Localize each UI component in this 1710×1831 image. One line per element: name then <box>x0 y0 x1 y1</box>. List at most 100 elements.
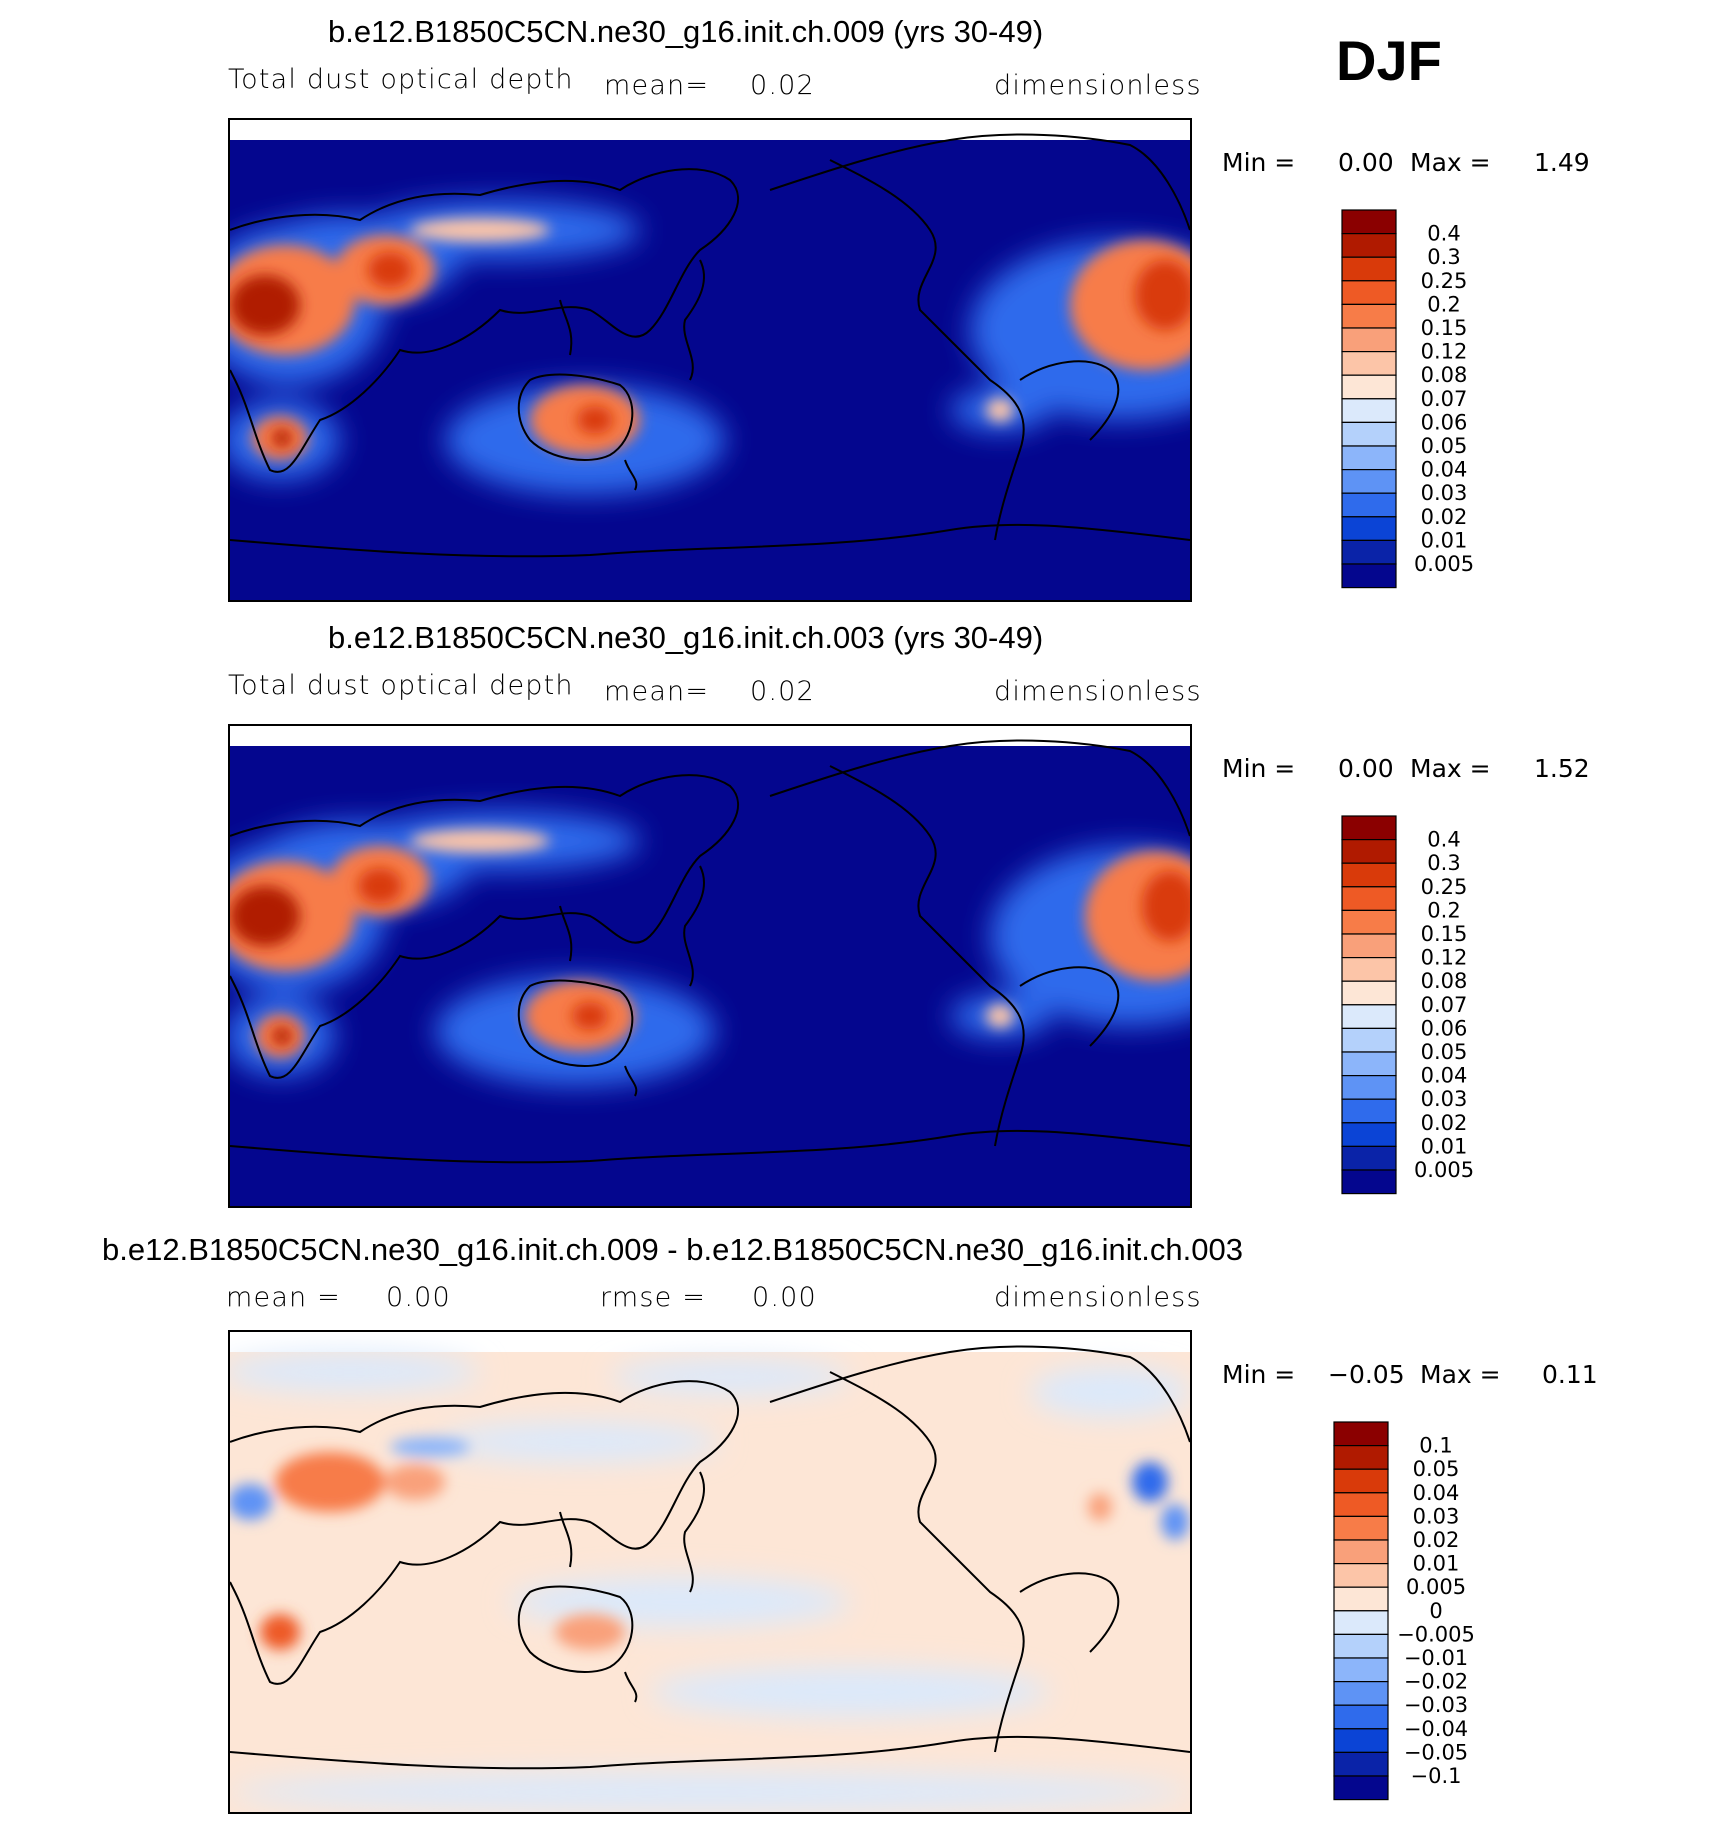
colorbar-tick-label: 0.25 <box>1421 269 1468 293</box>
colorbar-swatch <box>1341 815 1397 841</box>
panel-3-min-label: Min = <box>1222 1360 1296 1389</box>
panel-1-min-value: 0.00 <box>1338 148 1394 177</box>
colorbar-swatch <box>1341 1075 1397 1100</box>
colorbar-swatch <box>1333 1421 1389 1447</box>
colorbar-tick-label: 0.12 <box>1421 946 1468 970</box>
colorbar-tick-label: 0.03 <box>1413 1504 1460 1528</box>
panel-3-mean-value: 0.00 <box>386 1282 451 1313</box>
colorbar-swatch <box>1341 256 1397 282</box>
colorbar-tick-label: 0.04 <box>1421 1064 1468 1088</box>
panel-3-min-value: −0.05 <box>1328 1360 1405 1389</box>
difference-field <box>230 1352 1190 1812</box>
colorbar-swatch <box>1341 1004 1397 1030</box>
colorbar-tick-label: −0.05 <box>1404 1740 1468 1764</box>
panel-2-min-value: 0.00 <box>1338 754 1394 783</box>
colorbar-tick-label: −0.04 <box>1404 1717 1468 1741</box>
colorbar-tick-label: −0.02 <box>1404 1670 1468 1694</box>
panel-2-mean-label: mean= <box>604 676 710 707</box>
colorbar-tick-label: 0.4 <box>1427 222 1460 246</box>
colorbar-swatch <box>1341 1169 1397 1195</box>
colorbar-swatch <box>1333 1657 1389 1683</box>
colorbar-tick-label: 0.06 <box>1421 1016 1468 1040</box>
panel-1-mean-label: mean= <box>604 70 710 101</box>
colorbar-swatch <box>1333 1633 1389 1659</box>
season-label: DJF <box>1336 29 1442 92</box>
colorbar-swatch <box>1333 1515 1389 1541</box>
colorbar-swatch <box>1341 980 1397 1006</box>
colorbar-tick-label: 0.005 <box>1414 1158 1474 1182</box>
panel-1-colorbar: 0.4 0.3 0.25 0.2 0.15 0.12 0.08 0.07 0.06 0.05 0.0… <box>1341 209 1542 590</box>
colorbar-tick-label: 0.01 <box>1413 1552 1460 1576</box>
colorbar-swatch <box>1341 492 1397 518</box>
colorbar-tick-label: 0.03 <box>1421 1087 1468 1111</box>
panel-3-rmse-value: 0.00 <box>752 1282 817 1313</box>
panel-2-max-label: Max = <box>1410 754 1491 783</box>
colorbar-swatch <box>1341 233 1397 258</box>
colorbar-tick-label: 0.3 <box>1427 245 1460 269</box>
colorbar-swatch <box>1341 1145 1397 1171</box>
colorbar-tick-label: 0 <box>1429 1599 1442 1623</box>
panel-3-rmse-label: rmse = <box>600 1282 707 1313</box>
panel-3-units: dimensionless <box>994 1282 1202 1313</box>
panel-1-map <box>228 118 1192 602</box>
colorbar-swatch <box>1333 1610 1389 1636</box>
colorbar-tick-label: −0.03 <box>1404 1693 1468 1717</box>
colorbar-swatch <box>1341 886 1397 912</box>
colorbar-tick-label: 0.15 <box>1421 922 1468 946</box>
colorbar-swatch <box>1341 303 1397 329</box>
panel-2-mean-value: 0.02 <box>750 676 815 707</box>
colorbar-swatch <box>1341 957 1397 982</box>
panel-1-mean-value: 0.02 <box>750 70 815 101</box>
colorbar-tick-label: 0.05 <box>1421 1040 1468 1064</box>
colorbar-tick-label: 0.005 <box>1414 552 1474 576</box>
colorbar-tick-label: 0.04 <box>1413 1481 1460 1505</box>
colorbar-tick-label: 0.01 <box>1421 1134 1468 1158</box>
colorbar-tick-label: 0.02 <box>1421 505 1468 529</box>
panel-2-units: dimensionless <box>994 676 1202 707</box>
colorbar-swatch <box>1333 1728 1389 1753</box>
colorbar-tick-label: 0.06 <box>1421 410 1468 434</box>
panel-1-max-label: Max = <box>1410 148 1491 177</box>
colorbar-swatch <box>1341 421 1397 447</box>
panel-1-variable: Total dust optical depth <box>228 64 574 95</box>
colorbar-tick-label: 0.25 <box>1421 875 1468 899</box>
colorbar-swatch <box>1333 1704 1389 1730</box>
colorbar-swatch <box>1341 516 1397 541</box>
colorbar-swatch <box>1341 327 1397 353</box>
coastlines <box>230 739 1190 1164</box>
colorbar-swatch <box>1341 839 1397 864</box>
colorbar-swatch <box>1341 862 1397 888</box>
panel-2-min-label: Min = <box>1222 754 1296 783</box>
colorbar-tick-label: 0.005 <box>1406 1575 1466 1599</box>
panel-2-variable: Total dust optical depth <box>228 670 574 701</box>
colorbar-tick-label: 0.2 <box>1427 898 1460 922</box>
coastlines <box>230 133 1190 558</box>
colorbar-swatch <box>1333 1539 1389 1565</box>
panel-1-max-value: 1.49 <box>1534 148 1590 177</box>
panel-2-max-value: 1.52 <box>1534 754 1590 783</box>
colorbar-swatch <box>1333 1492 1389 1518</box>
colorbar-tick-label: 0.02 <box>1421 1111 1468 1135</box>
colorbar-swatch <box>1333 1681 1389 1706</box>
colorbar-swatch <box>1341 563 1397 589</box>
colorbar-tick-label: −0.005 <box>1397 1622 1475 1646</box>
colorbar-tick-label: 0.15 <box>1421 316 1468 340</box>
colorbar-tick-label: 0.08 <box>1421 969 1468 993</box>
colorbar-swatch <box>1341 280 1397 306</box>
colorbar-tick-label: 0.01 <box>1421 528 1468 552</box>
colorbar-tick-label: 0.08 <box>1421 363 1468 387</box>
panel-1-min-label: Min = <box>1222 148 1296 177</box>
colorbar-tick-label: 0.2 <box>1427 292 1460 316</box>
colorbar-swatch <box>1341 1098 1397 1124</box>
panel-3-title: b.e12.B1850C5CN.ne30_g16.init.ch.009 - b… <box>102 1232 1243 1267</box>
colorbar-swatch <box>1341 933 1397 959</box>
colorbar-swatch <box>1341 398 1397 424</box>
panel-2-colorbar: 0.4 0.3 0.25 0.2 0.15 0.12 0.08 0.07 0.06 0.05 0.0… <box>1341 815 1542 1196</box>
colorbar-swatch <box>1341 374 1397 400</box>
panel-1-units: dimensionless <box>994 70 1202 101</box>
panel-3-max-value: 0.11 <box>1542 1360 1598 1389</box>
colorbar-tick-label: 0.02 <box>1413 1528 1460 1552</box>
colorbar-swatch <box>1341 1027 1397 1053</box>
colorbar-tick-label: 0.05 <box>1413 1457 1460 1481</box>
colorbar-swatch <box>1341 445 1397 471</box>
